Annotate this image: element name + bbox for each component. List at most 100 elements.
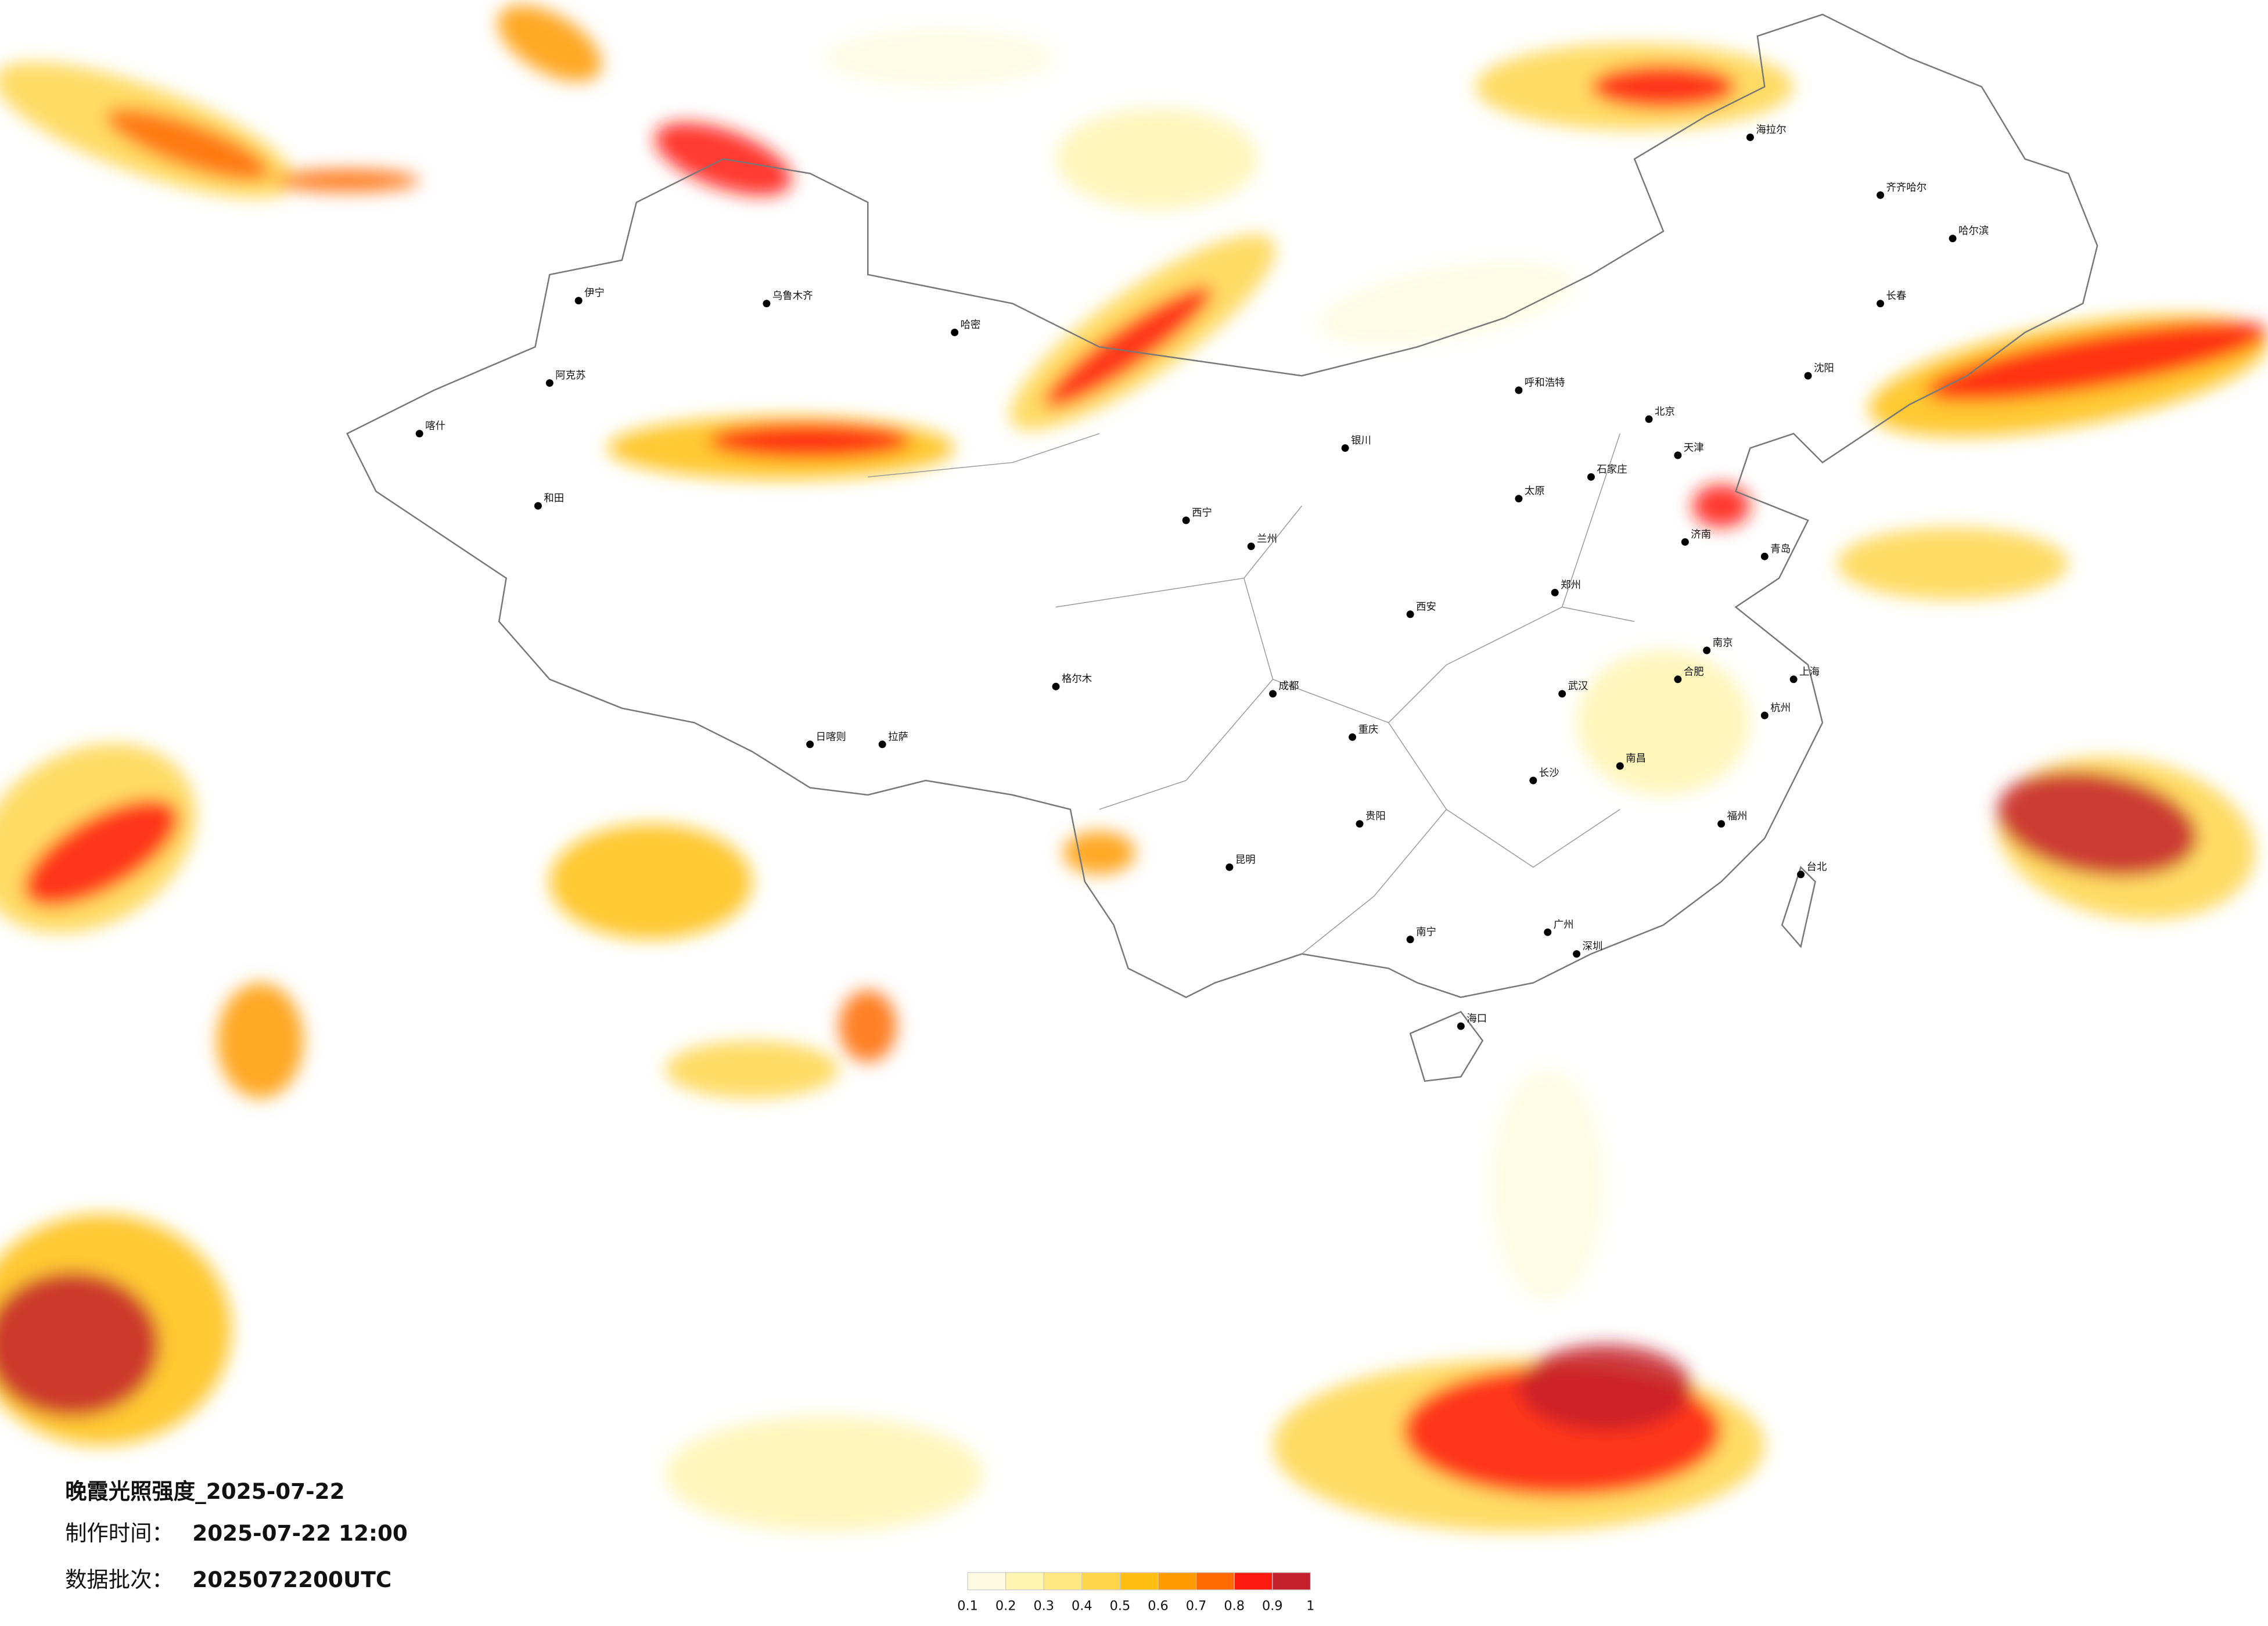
legend-tick-label: 0.9 [1262, 1599, 1283, 1614]
city-label: 哈密 [961, 319, 981, 331]
city-label: 成都 [1279, 681, 1299, 692]
map-title: 晚霞光照强度_2025-07-22 [65, 1478, 345, 1504]
city-dot [1877, 300, 1885, 308]
legend-tick-label: 0.5 [1110, 1599, 1131, 1614]
city-dot [574, 297, 583, 305]
china-outline [346, 13, 2098, 998]
city-dot [1457, 1022, 1465, 1030]
heat-patch [709, 423, 911, 458]
heat-patch [217, 983, 304, 1099]
city-label: 贵阳 [1365, 811, 1386, 822]
legend-tick-label: 0.3 [1033, 1599, 1054, 1614]
city-label: 海拉尔 [1756, 124, 1786, 136]
city-dot [1703, 646, 1711, 654]
city-label: 海口 [1467, 1013, 1487, 1025]
city-label: 合肥 [1684, 666, 1704, 678]
province-lines [868, 433, 1635, 955]
heat-patch [1490, 1069, 1606, 1301]
city-label: 济南 [1691, 529, 1711, 541]
city-dot [1052, 682, 1060, 690]
city-label: 长沙 [1539, 768, 1559, 779]
city-dot [1760, 552, 1769, 560]
legend-swatch [967, 1572, 1007, 1591]
heat-layer [0, 5, 2268, 1533]
city-dot [1558, 690, 1566, 698]
city-dot [1515, 386, 1523, 394]
city-dot [1515, 495, 1523, 503]
heat-patch [1926, 322, 2268, 401]
city-dot [1746, 133, 1754, 141]
legend-swatch [1043, 1572, 1083, 1591]
city-dot [1674, 451, 1682, 459]
heat-patch [1044, 286, 1212, 408]
city-dot [763, 300, 771, 308]
city-label: 银川 [1351, 435, 1371, 447]
heat-patch [665, 1416, 984, 1533]
heat-patch [1576, 650, 1751, 795]
city-dot [1406, 610, 1414, 618]
city-dot [806, 740, 814, 749]
legend-tick-label: 0.4 [1072, 1599, 1092, 1614]
city-dot [1645, 415, 1653, 423]
city-label: 西宁 [1192, 508, 1212, 519]
city-label: 西安 [1416, 601, 1436, 613]
legend-swatch [1119, 1572, 1159, 1591]
city-dot [1717, 820, 1726, 828]
city-label: 杭州 [1770, 703, 1791, 714]
city-label: 台北 [1807, 861, 1827, 873]
city-label: 格尔木 [1062, 674, 1092, 685]
city-dot [1674, 675, 1682, 684]
heat-patch [824, 28, 1056, 87]
legend-tick-label: 0.8 [1224, 1599, 1245, 1614]
city-label: 南京 [1713, 638, 1733, 649]
city-label: 兰州 [1257, 533, 1277, 545]
city-dot [1804, 372, 1812, 380]
city-label: 石家庄 [1597, 464, 1627, 476]
heat-patch [549, 823, 753, 940]
heat-patch [24, 799, 179, 906]
city-dot [1949, 235, 1957, 243]
city-label: 昆明 [1235, 854, 1256, 866]
city-label: 喀什 [425, 420, 445, 432]
city-dot [1760, 711, 1769, 720]
legend-tick-label: 0.6 [1148, 1599, 1169, 1614]
legend-tick-label: 0.7 [1186, 1599, 1207, 1614]
city-label: 乌鲁木齐 [772, 290, 813, 302]
heat-patch [106, 108, 270, 181]
heat-patch [1518, 1344, 1692, 1431]
heat-patch [1591, 65, 1736, 109]
city-dot [545, 379, 553, 387]
city-label: 南昌 [1626, 753, 1646, 765]
city-label: 伊宁 [584, 287, 605, 299]
city-label: 广州 [1554, 919, 1574, 931]
city-dot [1529, 776, 1537, 785]
city-dot [1225, 863, 1234, 871]
hainan-outline [1409, 1010, 1484, 1082]
city-dot [1182, 516, 1190, 524]
city-label: 长春 [1886, 290, 1907, 302]
heat-patch [1997, 771, 2198, 877]
legend-tick-label: 0.2 [995, 1599, 1016, 1614]
heat-patch [1063, 831, 1135, 875]
city-dot [951, 328, 959, 336]
city-dot [1587, 473, 1595, 481]
city-label: 重庆 [1358, 724, 1379, 736]
city-label: 太原 [1525, 485, 1545, 497]
city-dot [1573, 950, 1581, 958]
city-label: 北京 [1655, 406, 1675, 418]
city-dot [1247, 542, 1255, 551]
city-label: 深圳 [1583, 941, 1603, 952]
city-label: 武汉 [1568, 681, 1588, 692]
heat-patch [1692, 484, 1751, 528]
city-dot [534, 502, 542, 510]
legend-swatch [1081, 1572, 1121, 1591]
legend-tick-label: 1 [1306, 1599, 1314, 1614]
heat-patch [497, 5, 602, 82]
heat-patch [839, 990, 897, 1063]
city-dot [1349, 733, 1357, 741]
city-dot [1269, 690, 1277, 698]
city-label: 齐齐哈尔 [1886, 182, 1927, 194]
